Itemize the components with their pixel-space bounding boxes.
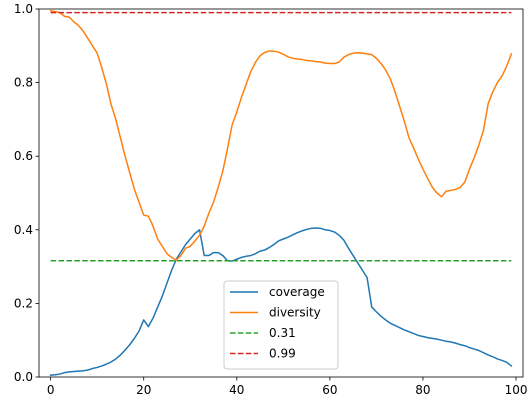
y-tick-label: 0.6 [14, 149, 33, 163]
x-axis: 0 20 40 60 80 100 [47, 377, 528, 397]
y-tick-label: 1.0 [14, 2, 33, 16]
x-tick-label: 0 [47, 383, 55, 397]
legend-box [223, 280, 339, 370]
legend-label-0-31: 0.31 [269, 326, 296, 340]
legend: coverage diversity 0.31 0.99 [223, 280, 339, 370]
x-tick-label: 60 [322, 383, 337, 397]
legend-label-diversity: diversity [269, 306, 321, 320]
x-tick-label: 100 [505, 383, 528, 397]
series-line-diversity [49, 9, 513, 261]
x-tick-label: 80 [415, 383, 430, 397]
y-axis: 0.0 0.2 0.4 0.6 0.8 1.0 [14, 2, 39, 384]
series-line-coverage [49, 227, 513, 376]
y-tick-label: 0.4 [14, 223, 33, 237]
y-tick-label: 0.0 [14, 370, 33, 384]
x-tick-label: 20 [136, 383, 151, 397]
x-tick-label: 40 [229, 383, 244, 397]
series-layer [49, 9, 513, 376]
legend-label-coverage: coverage [269, 285, 325, 299]
plot-frame [38, 8, 524, 378]
legend-label-0-99: 0.99 [269, 347, 296, 361]
y-tick-label: 0.8 [14, 76, 33, 90]
y-tick-label: 0.2 [14, 296, 33, 310]
